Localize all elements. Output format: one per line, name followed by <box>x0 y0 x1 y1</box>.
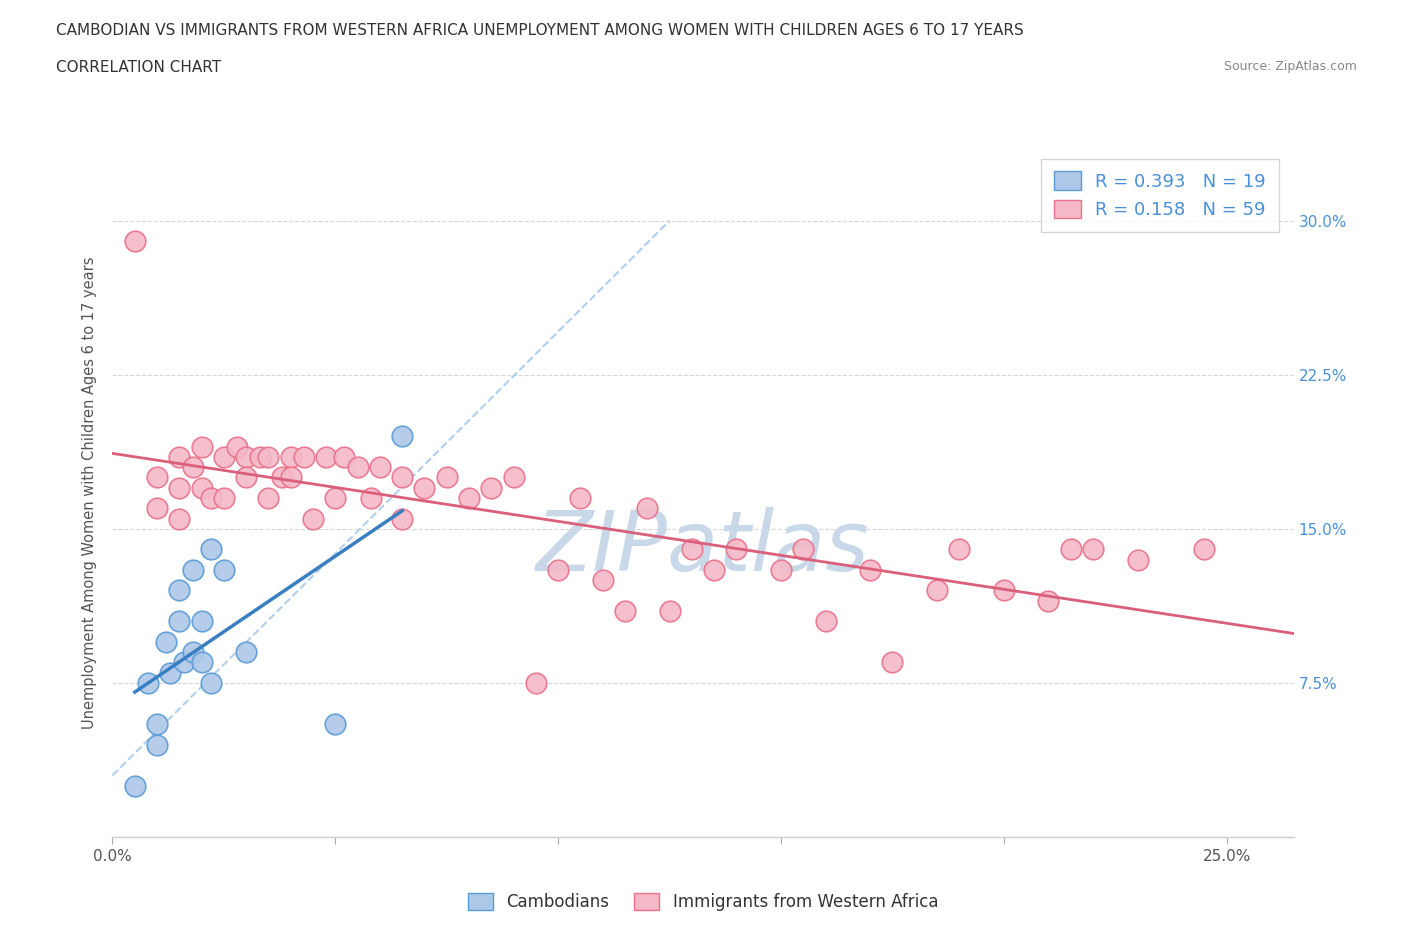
Point <box>703 563 725 578</box>
Point <box>212 491 235 506</box>
Point <box>169 583 191 598</box>
Point <box>124 778 146 793</box>
Point <box>547 563 569 578</box>
Point <box>155 634 177 649</box>
Point <box>212 449 235 464</box>
Point <box>360 491 382 506</box>
Point <box>169 480 191 495</box>
Point <box>323 491 346 506</box>
Point <box>181 644 204 659</box>
Point <box>315 449 337 464</box>
Point <box>413 480 436 495</box>
Point <box>280 470 302 485</box>
Point <box>323 717 346 732</box>
Point <box>200 675 222 690</box>
Point <box>993 583 1015 598</box>
Point <box>1194 542 1216 557</box>
Y-axis label: Unemployment Among Women with Children Ages 6 to 17 years: Unemployment Among Women with Children A… <box>82 257 97 729</box>
Point <box>257 491 280 506</box>
Point <box>212 563 235 578</box>
Text: Source: ZipAtlas.com: Source: ZipAtlas.com <box>1223 60 1357 73</box>
Point <box>257 449 280 464</box>
Point <box>146 737 169 752</box>
Point <box>169 614 191 629</box>
Point <box>292 449 315 464</box>
Point <box>173 655 195 670</box>
Point <box>136 675 159 690</box>
Point <box>181 563 204 578</box>
Point <box>346 459 368 474</box>
Point <box>391 512 413 526</box>
Point <box>200 491 222 506</box>
Point <box>1126 552 1149 567</box>
Point <box>769 563 792 578</box>
Point <box>524 675 547 690</box>
Point <box>169 449 191 464</box>
Point <box>636 501 658 516</box>
Point <box>391 429 413 444</box>
Point <box>146 470 169 485</box>
Point <box>948 542 970 557</box>
Point <box>458 491 481 506</box>
Point <box>181 459 204 474</box>
Point <box>814 614 837 629</box>
Point <box>159 665 181 680</box>
Point <box>146 717 169 732</box>
Point <box>190 439 212 454</box>
Legend: Cambodians, Immigrants from Western Africa: Cambodians, Immigrants from Western Afri… <box>461 886 945 918</box>
Text: CAMBODIAN VS IMMIGRANTS FROM WESTERN AFRICA UNEMPLOYMENT AMONG WOMEN WITH CHILDR: CAMBODIAN VS IMMIGRANTS FROM WESTERN AFR… <box>56 23 1024 38</box>
Point <box>146 501 169 516</box>
Point <box>592 573 614 588</box>
Point <box>169 512 191 526</box>
Point <box>681 542 703 557</box>
Point <box>333 449 356 464</box>
Point <box>249 449 271 464</box>
Point <box>190 480 212 495</box>
Text: ZIPatlas: ZIPatlas <box>536 508 870 589</box>
Point <box>368 459 391 474</box>
Point <box>1060 542 1083 557</box>
Point <box>725 542 748 557</box>
Point <box>235 449 257 464</box>
Point <box>280 449 302 464</box>
Point <box>200 542 222 557</box>
Point <box>235 644 257 659</box>
Point <box>124 233 146 248</box>
Point <box>658 604 681 618</box>
Point <box>569 491 592 506</box>
Point <box>925 583 948 598</box>
Point <box>1038 593 1060 608</box>
Point <box>859 563 882 578</box>
Point <box>270 470 292 485</box>
Point <box>226 439 249 454</box>
Point <box>190 614 212 629</box>
Point <box>436 470 458 485</box>
Point <box>792 542 814 557</box>
Point <box>391 470 413 485</box>
Point <box>882 655 904 670</box>
Point <box>190 655 212 670</box>
Point <box>502 470 524 485</box>
Point <box>235 470 257 485</box>
Text: CORRELATION CHART: CORRELATION CHART <box>56 60 221 75</box>
Point <box>479 480 502 495</box>
Point <box>1081 542 1104 557</box>
Point <box>302 512 325 526</box>
Point <box>614 604 637 618</box>
